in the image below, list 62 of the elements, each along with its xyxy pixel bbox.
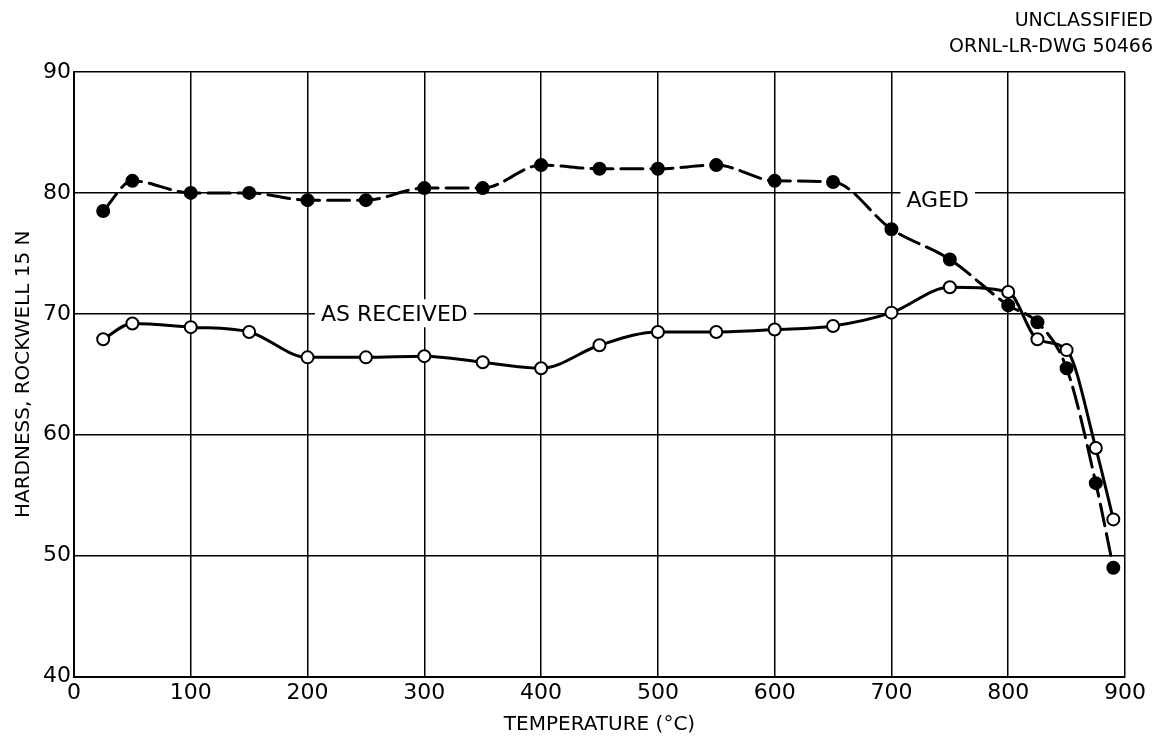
point bbox=[650, 161, 665, 176]
point bbox=[826, 175, 841, 190]
x-tick-label: 100 bbox=[169, 678, 212, 704]
point bbox=[942, 280, 957, 295]
y-tick-label: 80 bbox=[42, 178, 71, 204]
y-tick-label: 70 bbox=[42, 299, 71, 325]
x-tick-label: 300 bbox=[403, 678, 446, 704]
point bbox=[884, 222, 899, 237]
y-tick-label: 50 bbox=[42, 541, 71, 567]
point bbox=[1106, 560, 1121, 575]
point bbox=[475, 181, 490, 196]
point bbox=[300, 350, 315, 365]
y-axis-title: HARDNESS, ROCKWELL 15 N bbox=[10, 230, 35, 519]
point bbox=[1088, 441, 1103, 456]
series-label: AS RECEIVED bbox=[320, 301, 468, 327]
x-tick-label: 800 bbox=[987, 678, 1030, 704]
point bbox=[183, 185, 198, 200]
x-tick-label: 200 bbox=[286, 678, 329, 704]
text: ORNL-LR-DWG 50466 bbox=[949, 34, 1153, 56]
point bbox=[592, 161, 607, 176]
point bbox=[475, 355, 490, 370]
point bbox=[242, 185, 257, 200]
text: UNCLASSIFIED bbox=[1014, 8, 1153, 30]
point bbox=[767, 173, 782, 188]
point bbox=[884, 305, 899, 320]
point bbox=[183, 320, 198, 335]
point bbox=[767, 322, 782, 337]
point bbox=[1030, 315, 1045, 330]
point bbox=[300, 193, 315, 208]
point bbox=[1059, 343, 1074, 358]
y-tick-label: 60 bbox=[42, 420, 71, 446]
point bbox=[1106, 512, 1121, 527]
point bbox=[1001, 298, 1016, 313]
point bbox=[534, 361, 549, 376]
point bbox=[1001, 285, 1016, 300]
point bbox=[942, 252, 957, 267]
point bbox=[242, 324, 257, 339]
point bbox=[417, 181, 432, 196]
point bbox=[417, 349, 432, 364]
x-tick-label: 600 bbox=[753, 678, 796, 704]
point bbox=[125, 173, 140, 188]
y-tick-label: 90 bbox=[42, 57, 71, 83]
point bbox=[1088, 476, 1103, 491]
x-tick-label: 900 bbox=[1104, 678, 1146, 704]
point bbox=[709, 158, 724, 173]
x-tick-label: 500 bbox=[636, 678, 679, 704]
point bbox=[1059, 361, 1074, 376]
point bbox=[358, 350, 373, 365]
point bbox=[1030, 332, 1045, 347]
point bbox=[826, 318, 841, 333]
point bbox=[650, 324, 665, 339]
point bbox=[358, 193, 373, 208]
x-tick-label: 700 bbox=[870, 678, 913, 704]
point bbox=[125, 316, 140, 331]
point bbox=[534, 158, 549, 173]
point bbox=[96, 204, 111, 219]
point bbox=[592, 338, 607, 353]
x-tick-label: 400 bbox=[520, 678, 563, 704]
point bbox=[709, 324, 724, 339]
x-axis-title: TEMPERATURE (°C) bbox=[502, 711, 696, 736]
point bbox=[96, 332, 111, 347]
series-label: AGED bbox=[906, 187, 970, 213]
